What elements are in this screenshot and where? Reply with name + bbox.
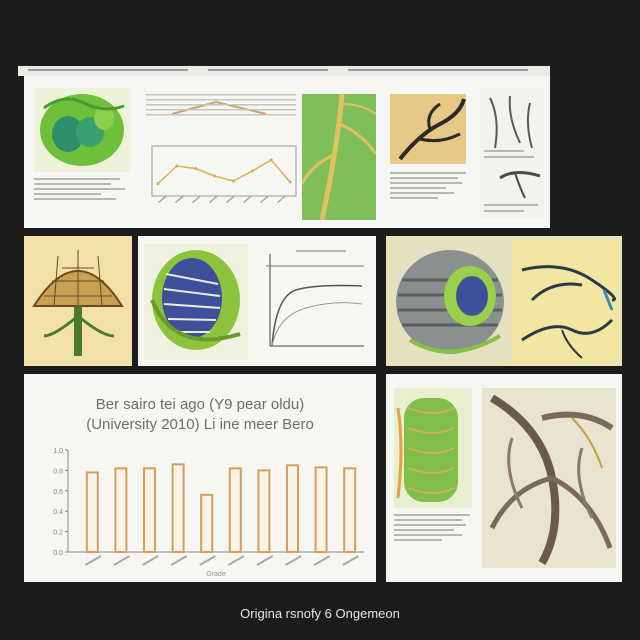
x-tick-label — [84, 555, 102, 566]
x-tick-label — [277, 195, 286, 204]
leaf-vein-illustration — [302, 94, 376, 220]
x-tick-label — [342, 555, 359, 566]
row2-middle-panel — [138, 236, 376, 366]
x-tick-label — [199, 555, 216, 566]
y-tick-label: 0.2 — [53, 530, 63, 537]
header-line — [146, 99, 296, 101]
header-line — [146, 114, 296, 116]
bar — [171, 463, 185, 554]
cell-caption-lines — [34, 178, 130, 203]
x-tick-label — [260, 195, 269, 204]
footer-caption: Origina rsnofy 6 Ongemeon — [240, 606, 400, 621]
x-tick-label — [285, 555, 302, 566]
y-tick-label: 0.4 — [53, 509, 63, 516]
root-caption-lines — [390, 172, 470, 202]
line-series — [157, 159, 291, 185]
x-tick-label — [227, 555, 245, 566]
bar — [85, 471, 99, 553]
bar — [286, 464, 299, 553]
y-tick-label: 0.6 — [53, 489, 63, 496]
line-chart-bg — [136, 84, 306, 224]
ribbed-shell-illustration — [144, 244, 248, 360]
row3-right-panel — [386, 374, 622, 582]
decay-curve-chart — [256, 246, 368, 358]
woven-basket-illustration — [24, 236, 132, 366]
bar-chart-panel: Ber sairo tei ago (Y9 pear oldu) (Univer… — [24, 374, 376, 582]
bar-chart: 1.0 0.8 0.6 0.4 0.2 0.0 Grade — [53, 448, 364, 578]
header-line — [146, 94, 296, 96]
x-tick-label — [142, 555, 159, 566]
bar — [314, 466, 328, 554]
bar — [143, 467, 156, 553]
header-line — [146, 109, 296, 111]
x-tick-label — [225, 195, 235, 204]
dark-root-illustration — [390, 94, 466, 164]
gray-shell-illustration — [390, 240, 510, 362]
dark-branches-illustration — [512, 240, 618, 362]
x-tick-label — [313, 555, 331, 566]
bar — [257, 469, 271, 553]
x-tick-label — [242, 195, 252, 204]
bar — [343, 467, 357, 553]
x-axis-label: Grade — [206, 571, 226, 578]
top-caption-strip — [18, 66, 550, 76]
sketch-illustration — [480, 88, 544, 218]
lattice-caption-lines — [394, 514, 474, 544]
x-tick-label — [256, 555, 274, 566]
y-tick-label: 0.0 — [53, 550, 63, 557]
x-tick-label — [158, 195, 167, 204]
green-lattice-illustration — [394, 388, 472, 508]
y-tick-label: 1.0 — [53, 448, 63, 455]
bar — [228, 467, 242, 553]
tangled-roots-illustration — [482, 388, 616, 568]
row2-right-panel — [386, 236, 622, 366]
x-tick-label — [170, 555, 188, 566]
x-tick-label — [113, 555, 131, 566]
y-tick-label: 0.8 — [53, 468, 63, 475]
chart-title-line2: (University 2010) Li ine meer Bero — [86, 416, 314, 433]
plot-frame — [151, 145, 297, 197]
header-line — [146, 104, 296, 106]
x-tick-label — [192, 195, 201, 204]
green-cell-illustration — [34, 88, 130, 172]
x-tick-label — [175, 195, 184, 204]
bar — [200, 493, 214, 553]
x-tick-label — [209, 195, 218, 204]
row1-panel — [24, 76, 550, 228]
chart-title-line1: Ber sairo tei ago (Y9 pear oldu) — [95, 396, 305, 413]
bar — [114, 467, 128, 553]
line-chart — [136, 84, 306, 224]
